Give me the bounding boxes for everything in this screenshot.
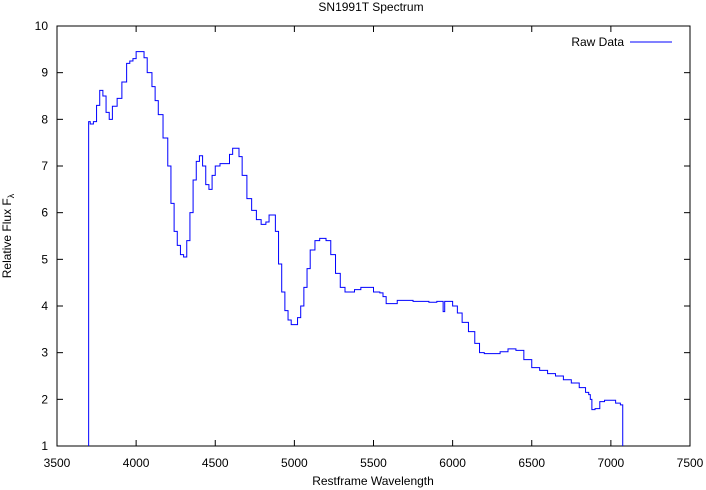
x-tick-label: 3500 xyxy=(44,456,71,470)
series-line-raw-data xyxy=(88,51,624,446)
chart-title: SN1991T Spectrum xyxy=(318,0,423,14)
y-tick-label: 6 xyxy=(41,206,48,220)
y-tick-label: 7 xyxy=(41,159,48,173)
y-tick-label: 10 xyxy=(35,19,49,33)
legend: Raw Data xyxy=(571,35,672,49)
x-axis-ticks: 3500 4000 4500 5000 5500 6000 6500 7000 7500 xyxy=(44,26,704,470)
x-tick-label: 7000 xyxy=(598,456,625,470)
plot-frame xyxy=(56,25,691,447)
legend-label-raw-data: Raw Data xyxy=(571,35,624,49)
y-axis-label-subscript: λ xyxy=(6,193,16,198)
y-tick-label: 8 xyxy=(41,112,48,126)
x-tick-label: 6500 xyxy=(518,456,545,470)
x-tick-label: 6000 xyxy=(439,456,466,470)
y-tick-label: 3 xyxy=(41,346,48,360)
y-axis-ticks: 1 2 3 4 5 6 7 8 9 10 xyxy=(35,19,690,453)
y-tick-label: 9 xyxy=(41,66,48,80)
y-tick-label: 4 xyxy=(41,299,48,313)
x-tick-label: 4500 xyxy=(202,456,229,470)
x-axis-label: Restframe Wavelength xyxy=(312,474,434,488)
x-tick-label: 4000 xyxy=(123,456,150,470)
y-axis-label: Relative Flux Fλ xyxy=(0,193,16,278)
y-tick-label: 2 xyxy=(41,392,48,406)
y-axis-label-main: Relative Flux F xyxy=(0,198,14,278)
x-tick-label: 7500 xyxy=(677,456,704,470)
x-tick-label: 5000 xyxy=(281,456,308,470)
x-tick-label: 5500 xyxy=(360,456,387,470)
y-tick-label: 5 xyxy=(41,252,48,266)
y-tick-label: 1 xyxy=(41,439,48,453)
